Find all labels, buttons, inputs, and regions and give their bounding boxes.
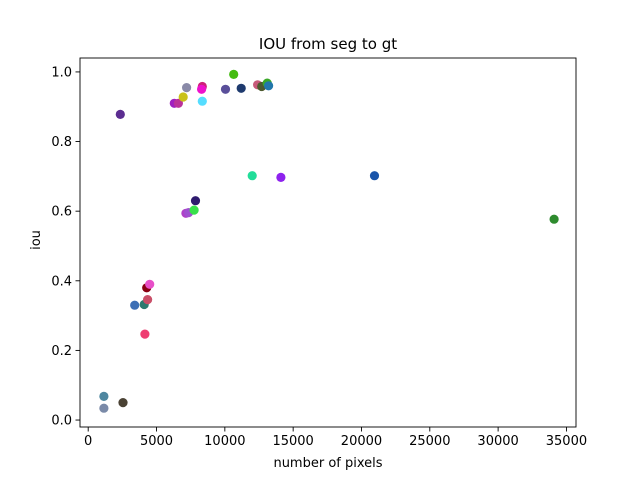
x-axis-label: number of pixels <box>273 456 382 471</box>
data-point-16 <box>189 205 199 215</box>
data-point-22 <box>229 69 239 79</box>
x-tick-label-2: 10000 <box>204 434 245 449</box>
y-tick-label-1: 0.2 <box>51 344 72 359</box>
x-tick-label-3: 15000 <box>272 434 313 449</box>
y-tick-label-2: 0.4 <box>51 274 72 289</box>
data-point-0 <box>115 109 125 119</box>
data-point-13 <box>182 83 192 93</box>
data-point-8 <box>143 295 153 305</box>
data-point-28 <box>264 81 274 91</box>
y-tick-label-3: 0.6 <box>51 205 72 220</box>
axes: 0 5000 10000 15000 20000 25000 30000 35000 0.0 0.… <box>51 57 587 449</box>
x-tick-label-4: 20000 <box>341 434 382 449</box>
data-point-17 <box>190 196 201 206</box>
y-tick-label-5: 1.0 <box>51 65 72 80</box>
x-tick-label-7: 35000 <box>546 434 587 449</box>
data-point-12 <box>178 92 188 102</box>
data-point-23 <box>236 83 246 93</box>
x-tick-label-0: 0 <box>84 434 92 449</box>
data-points <box>99 69 559 413</box>
data-point-29 <box>276 172 286 182</box>
data-point-4 <box>130 300 140 310</box>
data-point-9 <box>145 279 155 289</box>
data-point-1 <box>99 391 109 401</box>
plot-frame <box>79 57 577 428</box>
data-point-24 <box>247 171 257 181</box>
data-point-19 <box>197 84 207 94</box>
data-point-21 <box>220 84 231 94</box>
chart-title: IOU from seg to gt <box>259 35 397 53</box>
data-point-3 <box>118 398 128 408</box>
data-point-31 <box>549 214 559 224</box>
x-tick-label-1: 5000 <box>140 434 173 449</box>
x-tick-label-5: 25000 <box>409 434 450 449</box>
y-tick-label-4: 0.8 <box>51 135 72 150</box>
y-tick-label-0: 0.0 <box>51 414 72 429</box>
y-axis-label: iou <box>29 230 44 250</box>
x-tick-label-6: 30000 <box>477 434 518 449</box>
data-point-20 <box>197 96 207 106</box>
data-point-6 <box>140 329 150 339</box>
data-point-11 <box>173 98 183 108</box>
data-point-2 <box>99 403 109 413</box>
data-point-30 <box>369 171 380 181</box>
